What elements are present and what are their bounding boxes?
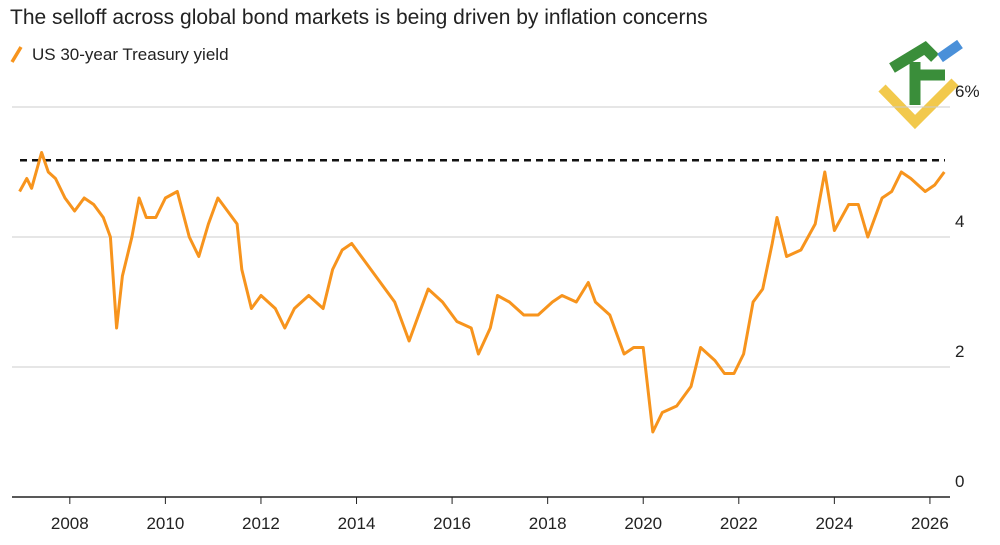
logo xyxy=(878,39,963,130)
y-tick-label: 6% xyxy=(955,82,980,101)
x-tick-label: 2010 xyxy=(146,514,184,533)
y-tick-label: 4 xyxy=(955,212,964,231)
x-tick-label: 2008 xyxy=(51,514,89,533)
y-tick-label: 0 xyxy=(955,472,964,491)
legend-label: US 30-year Treasury yield xyxy=(32,45,229,64)
x-tick-label: 2020 xyxy=(624,514,662,533)
x-tick-label: 2012 xyxy=(242,514,280,533)
x-tick-label: 2014 xyxy=(338,514,376,533)
x-tick-label: 2024 xyxy=(815,514,853,533)
chart-title: The selloff across global bond markets i… xyxy=(10,6,708,29)
legend-swatch xyxy=(10,46,23,63)
y-tick-label: 2 xyxy=(955,342,964,361)
series-line xyxy=(18,151,946,434)
x-tick-label: 2016 xyxy=(433,514,471,533)
x-tick-label: 2018 xyxy=(529,514,567,533)
x-tick-label: 2026 xyxy=(911,514,949,533)
x-tick-label: 2022 xyxy=(720,514,758,533)
